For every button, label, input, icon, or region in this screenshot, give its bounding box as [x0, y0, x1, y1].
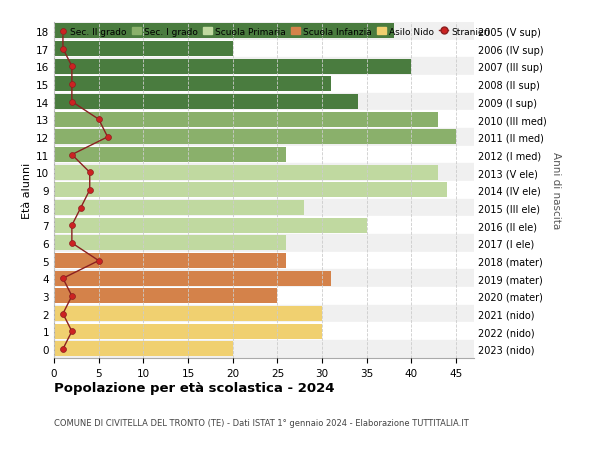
Bar: [54, 183, 447, 198]
Bar: [54, 270, 474, 287]
Bar: [54, 40, 474, 58]
Bar: [54, 218, 367, 233]
Point: [58, 28, 68, 35]
Point: [94, 257, 103, 265]
Bar: [54, 287, 474, 305]
Bar: [54, 217, 474, 235]
Bar: [54, 60, 412, 74]
Bar: [54, 305, 474, 323]
Point: [67, 99, 77, 106]
Point: [58, 275, 68, 282]
Y-axis label: Età alunni: Età alunni: [22, 162, 32, 218]
Bar: [54, 182, 474, 199]
Bar: [54, 165, 438, 180]
Bar: [54, 42, 233, 57]
Bar: [54, 323, 474, 341]
Bar: [54, 24, 394, 39]
Bar: [54, 112, 438, 128]
Bar: [54, 324, 322, 339]
Bar: [54, 253, 286, 269]
Point: [85, 187, 95, 194]
Bar: [54, 130, 456, 145]
Bar: [54, 199, 474, 217]
Point: [58, 46, 68, 53]
Point: [67, 293, 77, 300]
Bar: [54, 201, 304, 216]
Point: [67, 63, 77, 71]
Point: [67, 328, 77, 335]
Bar: [54, 341, 474, 358]
Bar: [54, 77, 331, 92]
Text: Popolazione per età scolastica - 2024: Popolazione per età scolastica - 2024: [54, 381, 335, 394]
Text: COMUNE DI CIVITELLA DEL TRONTO (TE) - Dati ISTAT 1° gennaio 2024 - Elaborazione : COMUNE DI CIVITELLA DEL TRONTO (TE) - Da…: [54, 418, 469, 427]
Point: [58, 310, 68, 318]
Bar: [54, 111, 474, 129]
Bar: [54, 164, 474, 182]
Bar: [54, 129, 474, 146]
Point: [67, 240, 77, 247]
Legend: Sec. II grado, Sec. I grado, Scuola Primaria, Scuola Infanzia, Asilo Nido, Stran: Sec. II grado, Sec. I grado, Scuola Prim…: [59, 28, 490, 36]
Bar: [54, 94, 474, 111]
Point: [76, 204, 86, 212]
Point: [67, 222, 77, 230]
Point: [94, 116, 103, 123]
Bar: [54, 58, 474, 76]
Bar: [54, 235, 474, 252]
Y-axis label: Anni di nascita: Anni di nascita: [551, 152, 561, 229]
Bar: [54, 146, 474, 164]
Bar: [54, 148, 286, 162]
Bar: [54, 76, 474, 94]
Bar: [54, 95, 358, 110]
Bar: [54, 341, 233, 357]
Bar: [54, 271, 331, 286]
Point: [67, 81, 77, 88]
Bar: [54, 289, 277, 304]
Bar: [54, 236, 286, 251]
Point: [85, 169, 95, 177]
Point: [58, 346, 68, 353]
Point: [103, 134, 112, 141]
Bar: [54, 307, 322, 321]
Point: [67, 151, 77, 159]
Bar: [54, 23, 474, 40]
Bar: [54, 252, 474, 270]
